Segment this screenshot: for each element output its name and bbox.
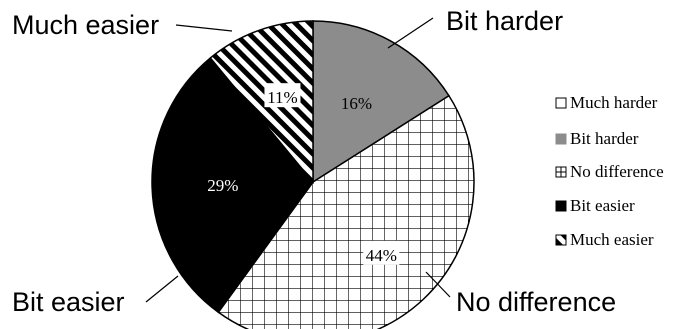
legend-swatch-bit-harder bbox=[555, 133, 567, 145]
legend-label-much-easier: Much easier bbox=[570, 230, 654, 249]
legend-label-no-difference: No difference bbox=[570, 162, 664, 181]
pie-label-no-difference: 44% bbox=[366, 246, 397, 265]
legend-label-bit-easier: Bit easier bbox=[570, 196, 635, 215]
legend-item-bit-easier: Bit easier bbox=[555, 196, 635, 215]
pie-callouts: Much easier Bit harder Bit easier No dif… bbox=[12, 6, 616, 317]
pie-slices bbox=[151, 20, 475, 329]
callout-label-much-easier: Much easier bbox=[12, 10, 159, 40]
pie-label-bit-harder: 16% bbox=[341, 94, 372, 113]
callout-line-much-easier bbox=[175, 24, 233, 32]
legend: Much harder Bit harder No difference Bit… bbox=[555, 93, 664, 249]
legend-item-much-harder: Much harder bbox=[555, 93, 658, 112]
pie-slice-bit-harder bbox=[312, 20, 450, 184]
legend-item-much-easier: Much easier bbox=[555, 230, 654, 249]
pie-label-much-easier: 11% bbox=[267, 88, 298, 107]
pie-slice-no-difference bbox=[217, 94, 475, 329]
pie-slice-labels: 16% 44% 29% 11% bbox=[207, 83, 400, 265]
pie-slice-much-easier bbox=[209, 20, 314, 185]
pie-label-bg-no-difference bbox=[363, 240, 400, 265]
legend-swatch-much-easier bbox=[555, 234, 567, 246]
legend-item-no-difference: No difference bbox=[555, 162, 664, 181]
callout-line-bit-harder bbox=[387, 17, 434, 49]
legend-label-much-harder: Much harder bbox=[570, 93, 658, 112]
pie-label-bg-much-easier bbox=[264, 83, 301, 108]
callout-line-bit-easier bbox=[145, 275, 179, 303]
callout-label-bit-harder: Bit harder bbox=[446, 6, 563, 36]
pie-label-bit-easier: 29% bbox=[207, 176, 238, 195]
legend-label-bit-harder: Bit harder bbox=[570, 129, 639, 148]
legend-item-bit-harder: Bit harder bbox=[555, 129, 639, 148]
legend-swatch-bit-easier bbox=[555, 200, 567, 212]
legend-swatch-much-harder bbox=[555, 97, 567, 109]
callout-line-no-difference bbox=[425, 271, 451, 298]
callout-label-no-difference: No difference bbox=[456, 287, 616, 317]
pie-slice-bit-easier bbox=[151, 56, 314, 314]
callout-label-bit-easier: Bit easier bbox=[12, 287, 125, 317]
